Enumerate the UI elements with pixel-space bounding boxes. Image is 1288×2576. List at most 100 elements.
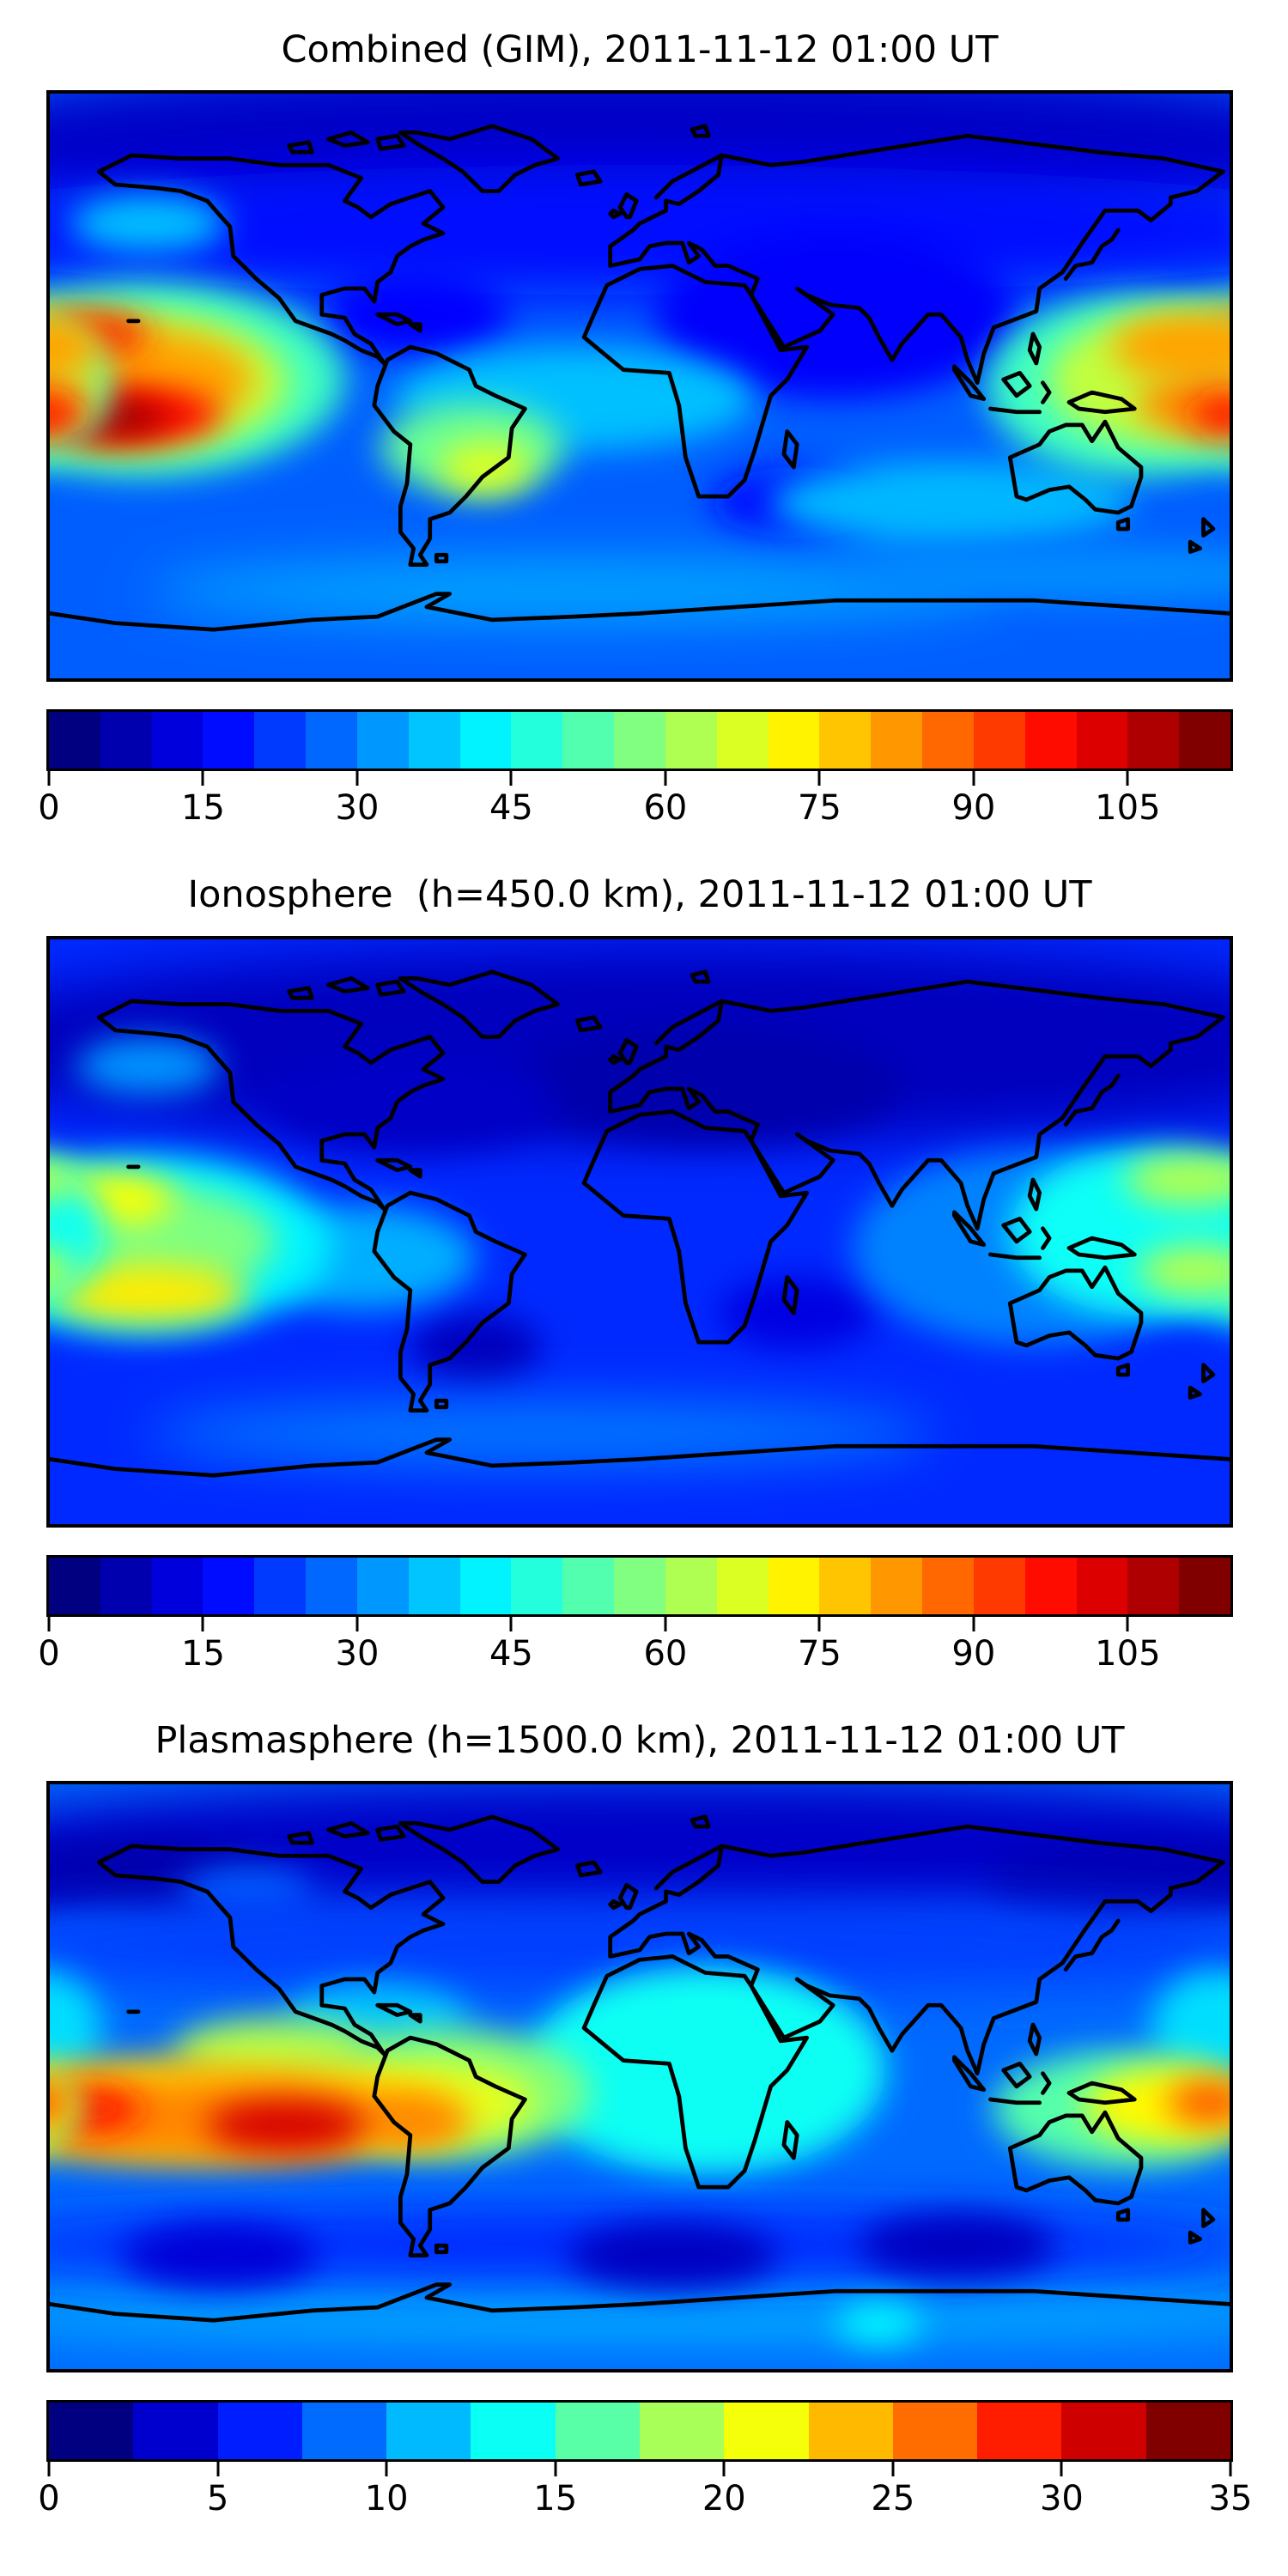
contour-feature-gulf-alaska-cyan <box>76 1036 221 1096</box>
colorbar-tick <box>1126 1616 1129 1631</box>
contour-feature-epacific-orange <box>50 2082 73 2123</box>
contour-feature-ne-siberia-dark <box>50 1852 100 1911</box>
colorbar-segment <box>511 712 563 769</box>
colorbar-tick <box>664 1616 667 1631</box>
colorbar-tick <box>216 2462 220 2477</box>
coastline <box>50 969 1230 1478</box>
colorbar-segment <box>1179 712 1231 769</box>
colorbar-tick <box>972 771 975 787</box>
colorbar-segment <box>1179 1557 1231 1614</box>
colorbar-segment <box>819 1557 872 1614</box>
colorbar-segment <box>49 2403 134 2460</box>
map-canvas <box>50 1784 1230 2370</box>
colorbar-tick-label: 20 <box>702 2479 746 2519</box>
contour-feature-epacific-orange <box>1167 2080 1230 2126</box>
colorbar-segment <box>1024 712 1077 769</box>
contour-feature-satlantic-dark-oval <box>568 2223 778 2288</box>
colorbar-segment <box>356 712 409 769</box>
colorbar-segment <box>217 2403 302 2460</box>
colorbar-segment <box>306 1557 357 1614</box>
colorbar-tick-label: 30 <box>335 1633 380 1674</box>
contour-feature-africa-teal <box>525 1966 886 2175</box>
colorbar-segment <box>555 2403 640 2460</box>
colorbar-tick <box>201 1616 204 1631</box>
colorbar-segment <box>716 1557 769 1614</box>
colorbar-tick <box>47 1616 51 1631</box>
colorbar-tick-label: 105 <box>1095 1633 1161 1674</box>
colorbar-segment <box>1024 1557 1077 1614</box>
colorbar-segment <box>808 2403 893 2460</box>
colorbar-segment <box>973 712 1025 769</box>
panel-plasmasphere: Plasmasphere (h=1500.0 km), 2011-11-12 0… <box>38 1719 1252 2522</box>
colorbar-segment <box>1127 1557 1180 1614</box>
colorbar-segment <box>614 712 665 769</box>
contour-feature-south-indian-cyan <box>770 460 1132 546</box>
colorbar-tick <box>817 771 821 787</box>
colorbar-tick-label: 60 <box>643 1633 688 1674</box>
colorbar-frame <box>46 2400 1233 2463</box>
colorbar-segment <box>459 712 512 769</box>
colorbar-segment <box>871 712 923 769</box>
colorbar-ticks <box>47 771 1230 787</box>
colorbar-tick <box>722 2462 726 2477</box>
contour-feature-epacific-yellow-south <box>1138 1244 1230 1297</box>
colorbar-segment <box>254 712 307 769</box>
contour-feature-epacific-red-core <box>50 396 83 435</box>
contour-feature-na-east-dark <box>263 1049 558 1154</box>
colorbar-tick <box>972 1616 975 1631</box>
colorbar-segment <box>511 1557 563 1614</box>
colorbar-segment <box>768 1557 820 1614</box>
colorbar-tick <box>201 771 204 787</box>
colorbar-segment <box>973 1557 1025 1614</box>
contour-feature-caribbean-dark <box>325 272 509 357</box>
coastline <box>50 1814 1230 2323</box>
colorbar-tick <box>554 2462 557 2477</box>
colorbar-tick <box>385 2462 388 2477</box>
colorbar-tick <box>509 771 513 787</box>
contour-feature-sam-dark-oval <box>410 1312 542 1385</box>
contour-feature-antarctic-blue-band <box>50 2281 1230 2341</box>
colorbar-segment <box>1145 2403 1230 2460</box>
colorbar-segment <box>1076 1557 1128 1614</box>
contour-feature-west-canada-blue <box>180 1865 313 1918</box>
colorbar-tick <box>1126 771 1129 787</box>
colorbar-segment <box>408 712 460 769</box>
colorbar-segment <box>203 712 255 769</box>
colorbar-tick-label: 45 <box>489 788 533 829</box>
colorbar-segment <box>459 1557 512 1614</box>
colorbar-tick-label: 5 <box>206 2479 229 2519</box>
colorbar-tick <box>47 2462 51 2477</box>
colorbar-frame <box>46 709 1233 772</box>
colorbar-segment <box>133 2403 218 2460</box>
colorbar-tick-label: 45 <box>489 1633 533 1674</box>
contour-feature-north-midlat-band <box>50 165 1230 295</box>
colorbar-tick-label: 75 <box>797 1633 841 1674</box>
colorbar-segment <box>100 712 152 769</box>
colorbar-segment <box>254 1557 307 1614</box>
contour-feature-spacific-dark-oval <box>121 2223 319 2288</box>
contour-feature-pacific-red-core <box>207 2099 365 2152</box>
colorbar-tick <box>47 771 51 787</box>
colorbar-tick-label: 10 <box>364 2479 409 2519</box>
colorbar-tick-label: 25 <box>871 2479 915 2519</box>
colorbar-tick-label: 90 <box>951 788 996 829</box>
colorbar-segment <box>819 712 872 769</box>
map-canvas <box>50 94 1230 679</box>
colorbar-tick <box>664 771 667 787</box>
contour-feature-north-polar-dark-band <box>50 1784 1230 1922</box>
contour-feature-subantarctic-cyan-band <box>148 1400 935 1466</box>
colorbar-tick-label: 60 <box>643 788 688 829</box>
colorbar-segment <box>892 2403 978 2460</box>
map-title: Ionosphere (h=450.0 km), 2011-11-12 01:0… <box>187 873 1092 917</box>
colorbar-tick-label: 30 <box>335 788 380 829</box>
colorbar-segment <box>716 712 769 769</box>
colorbar <box>49 712 1231 769</box>
colorbar-tick <box>1229 2462 1232 2477</box>
colorbar <box>49 2403 1230 2460</box>
colorbar-segment <box>639 2403 725 2460</box>
colorbar-tick <box>817 1616 821 1631</box>
colorbar-segment <box>471 2403 556 2460</box>
colorbar-tick <box>509 1616 513 1631</box>
colorbar-segment <box>49 712 100 769</box>
colorbar-segment <box>100 1557 152 1614</box>
